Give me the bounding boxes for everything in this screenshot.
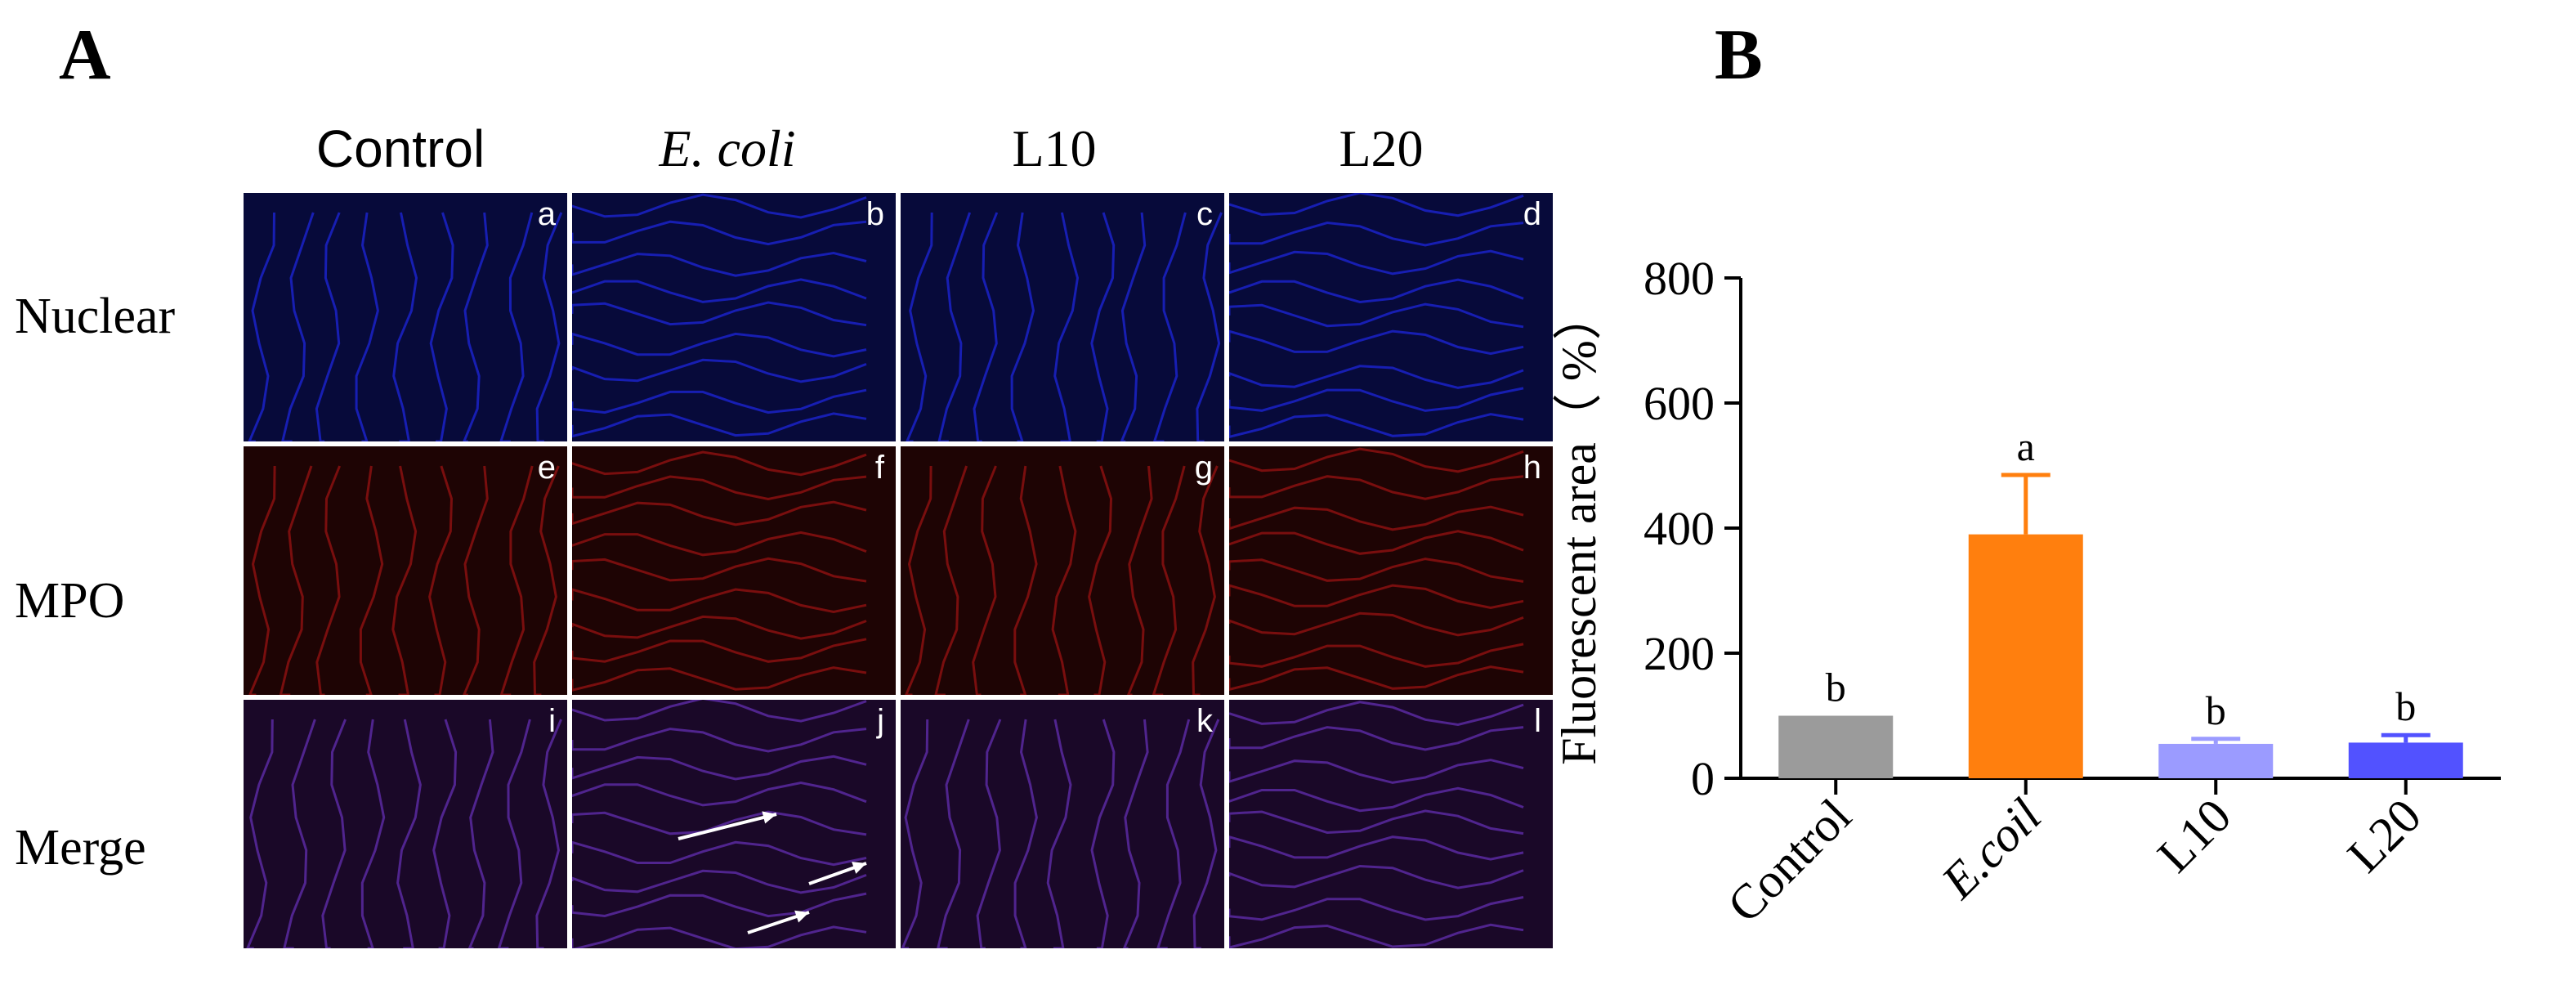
chart-bars: [1778, 473, 2463, 778]
column-header-l20: L20: [1339, 119, 1424, 177]
bar-control: [1778, 715, 1894, 778]
tile-letter: h: [1523, 450, 1541, 486]
micrograph-tile-nuclear-1: a: [244, 193, 567, 441]
tissue-image: [901, 446, 1224, 695]
tissue-image: [244, 700, 567, 948]
x-tick-label: L10: [2147, 789, 2241, 883]
significance-label: a: [2017, 423, 2035, 469]
y-tick-label: 0: [1691, 752, 1715, 805]
tissue-image: [572, 446, 896, 695]
micrograph-tile-merge-2: j: [572, 700, 896, 948]
significance-label: b: [2395, 683, 2416, 729]
y-axis-label: Fluorescent area（ %）: [1553, 291, 1606, 765]
tile-letter: i: [548, 703, 556, 739]
tissue-image: [244, 446, 567, 695]
tissue-image: [1229, 700, 1553, 948]
micrograph-tile-mpo-1: e: [244, 446, 567, 695]
row-label-nuclear: Nuclear: [15, 289, 176, 344]
y-tick-label: 400: [1644, 502, 1715, 555]
micrograph-tile-mpo-4: h: [1229, 446, 1553, 695]
tile-letter: j: [877, 703, 884, 739]
tissue-image: [1229, 193, 1553, 441]
x-tick-label: L20: [2337, 789, 2431, 883]
bar-l20: [2348, 742, 2463, 778]
tissue-image: [1229, 446, 1553, 695]
tissue-image: [901, 700, 1224, 948]
micrograph-tile-mpo-2: f: [572, 446, 896, 695]
bar-chart: 0 200 400 600 800 Fluorescent area（ %） b Contr…: [1553, 252, 2501, 933]
y-tick-label: 200: [1644, 627, 1715, 680]
column-header-ecoli: E. coli: [659, 119, 796, 177]
micrograph-tile-merge-3: k: [901, 700, 1224, 948]
tissue-image: [901, 193, 1224, 441]
micrograph-tile-nuclear-4: d: [1229, 193, 1553, 441]
tile-letter: c: [1196, 196, 1213, 232]
bar-ecoil: [1968, 534, 2083, 778]
tile-letter: k: [1196, 703, 1213, 739]
tile-letter: g: [1194, 450, 1213, 486]
arrow-head-2: [852, 862, 866, 874]
micrograph-tile-nuclear-3: c: [901, 193, 1224, 441]
tile-letter: a: [537, 196, 556, 232]
significance-label: b: [1826, 665, 1846, 710]
tile-letter: f: [874, 450, 884, 486]
row-label-merge: Merge: [15, 820, 146, 876]
arrow-head-1: [762, 811, 776, 824]
micrograph-tile-mpo-3: g: [901, 446, 1224, 695]
panel-b-label: B: [1715, 16, 1763, 95]
column-header-l10: L10: [1012, 119, 1097, 177]
micrograph-tile-merge-1: i: [244, 700, 567, 948]
tile-letter: l: [1534, 703, 1541, 739]
white-arrow-1: [678, 813, 777, 840]
micrograph-grid: a b c d e f g h i j k l: [244, 193, 1556, 961]
micrograph-tile-nuclear-2: b: [572, 193, 896, 441]
tile-letter: e: [537, 450, 556, 486]
arrow-head-3: [794, 910, 809, 923]
tissue-image: [244, 193, 567, 441]
tissue-image: [572, 700, 896, 948]
significance-label: b: [2206, 688, 2226, 733]
tile-letter: b: [865, 196, 884, 232]
y-tick-label: 800: [1644, 252, 1715, 305]
panel-a-label: A: [59, 16, 111, 95]
tile-letter: d: [1523, 196, 1541, 232]
x-tick-label: E.coil: [1930, 789, 2051, 910]
micrograph-tile-merge-4: l: [1229, 700, 1553, 948]
row-label-mpo: MPO: [15, 573, 125, 629]
column-header-control: Control: [315, 119, 485, 178]
bar-l10: [2158, 743, 2274, 778]
x-tick-label: Control: [1717, 789, 1861, 933]
tissue-image: [572, 193, 896, 441]
y-tick-label: 600: [1644, 377, 1715, 430]
